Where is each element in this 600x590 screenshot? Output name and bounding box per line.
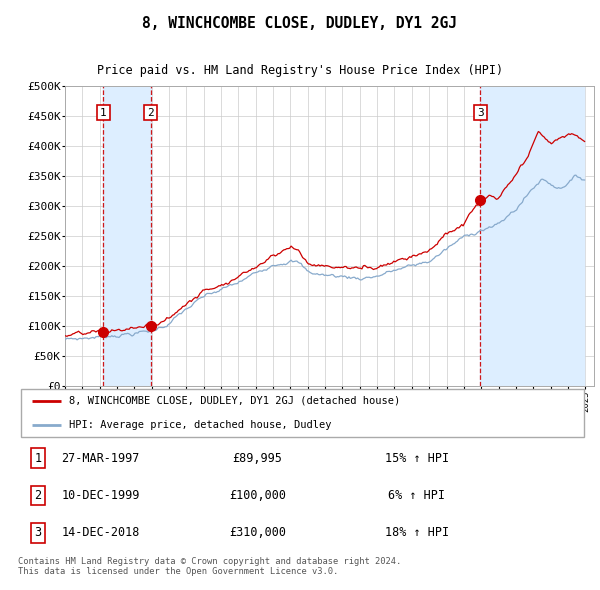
Text: 2: 2 [147, 107, 154, 117]
Text: 2: 2 [34, 489, 41, 502]
Text: Contains HM Land Registry data © Crown copyright and database right 2024.
This d: Contains HM Land Registry data © Crown c… [18, 557, 401, 576]
Text: 1: 1 [34, 452, 41, 465]
Text: 3: 3 [34, 526, 41, 539]
Text: £100,000: £100,000 [229, 489, 286, 502]
Bar [103, 86, 151, 386]
FancyBboxPatch shape [21, 389, 584, 437]
Bar [481, 86, 584, 386]
Text: 14-DEC-2018: 14-DEC-2018 [61, 526, 140, 539]
Text: 10-DEC-1999: 10-DEC-1999 [61, 489, 140, 502]
Text: 3: 3 [477, 107, 484, 117]
Text: 18% ↑ HPI: 18% ↑ HPI [385, 526, 449, 539]
Text: Price paid vs. HM Land Registry's House Price Index (HPI): Price paid vs. HM Land Registry's House … [97, 64, 503, 77]
Text: 8, WINCHCOMBE CLOSE, DUDLEY, DY1 2GJ: 8, WINCHCOMBE CLOSE, DUDLEY, DY1 2GJ [143, 17, 458, 31]
Text: HPI: Average price, detached house, Dudley: HPI: Average price, detached house, Dudl… [70, 420, 332, 430]
Text: 6% ↑ HPI: 6% ↑ HPI [389, 489, 445, 502]
Text: 15% ↑ HPI: 15% ↑ HPI [385, 452, 449, 465]
Text: £89,995: £89,995 [232, 452, 283, 465]
Text: 27-MAR-1997: 27-MAR-1997 [61, 452, 140, 465]
Text: 1: 1 [100, 107, 107, 117]
Text: 8, WINCHCOMBE CLOSE, DUDLEY, DY1 2GJ (detached house): 8, WINCHCOMBE CLOSE, DUDLEY, DY1 2GJ (de… [70, 396, 401, 406]
Text: £310,000: £310,000 [229, 526, 286, 539]
